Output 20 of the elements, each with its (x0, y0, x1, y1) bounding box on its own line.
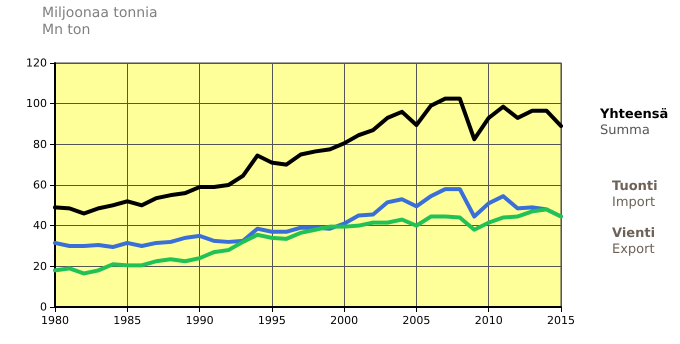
x-tick-label: 1980 (41, 314, 69, 327)
x-tick-label: 1985 (113, 314, 142, 327)
y-axis-title: Miljoonaa tonnia Mn ton (42, 5, 158, 38)
y-tick-label: 60 (33, 178, 47, 192)
y-tick-label: 100 (26, 97, 47, 110)
x-tick-label: 2000 (330, 314, 358, 327)
y-tick-label: 80 (33, 138, 47, 151)
text: Yhteensä Summa (599, 107, 668, 138)
line-series (53, 207, 563, 276)
x-tick-label: 2015 (547, 314, 575, 327)
x-tick-label: 1995 (258, 314, 286, 327)
text: Vienti Export (612, 226, 656, 257)
y-tick-label: 40 (33, 219, 47, 232)
x-tick-label: 2005 (402, 314, 430, 327)
y-tick-label: 0 (40, 300, 47, 314)
y-tick-label: 20 (33, 260, 47, 273)
y-tick-label: 120 (26, 56, 47, 70)
x-tick-label: 2010 (474, 314, 503, 327)
x-tick-label: 1990 (186, 314, 214, 327)
text: Tuonti Import (612, 179, 658, 210)
